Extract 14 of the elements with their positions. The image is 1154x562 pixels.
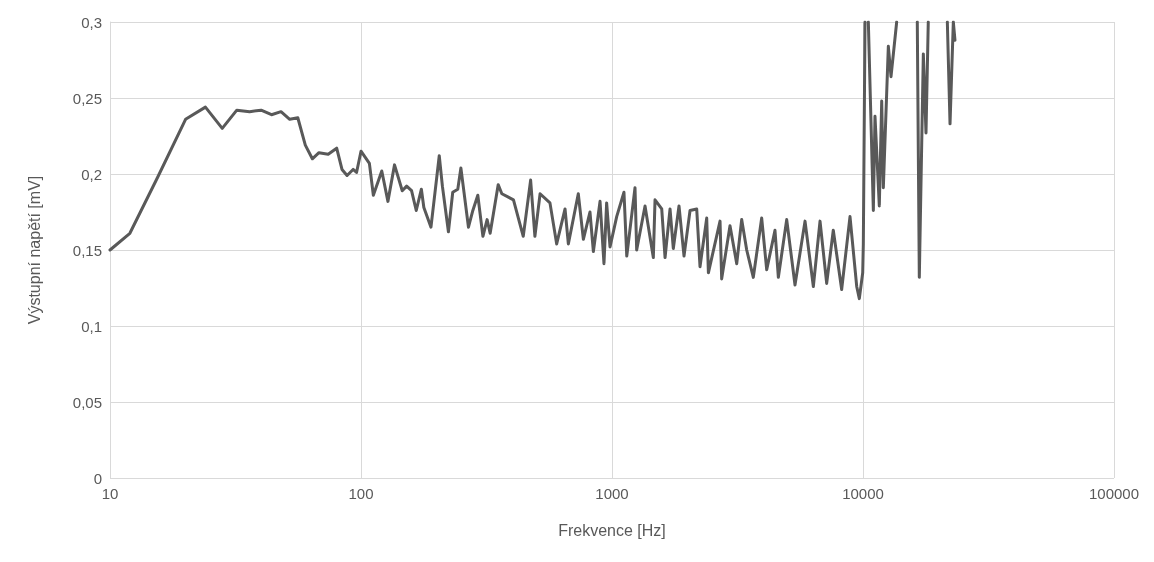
x-axis-title: Frekvence [Hz] [558,521,666,539]
x-tick-label: 1000 [595,485,629,502]
y-tick-label: 0,3 [81,13,102,31]
y-tick-label: 0,15 [72,241,102,259]
y-tick-label: 0,05 [72,393,102,411]
y-axis-title: Výstupní napětí [mV] [25,175,43,325]
y-tick-label: 0,2 [81,165,102,183]
x-tick-label: 10000 [842,485,884,502]
x-tick-label: 100000 [1088,485,1140,502]
y-tick-label: 0,1 [81,317,102,335]
x-tick-label: 10 [101,485,119,502]
y-tick-label: 0,25 [72,89,102,107]
x-tick-label: 100 [348,485,374,502]
y-tick-label: 0 [93,469,102,487]
